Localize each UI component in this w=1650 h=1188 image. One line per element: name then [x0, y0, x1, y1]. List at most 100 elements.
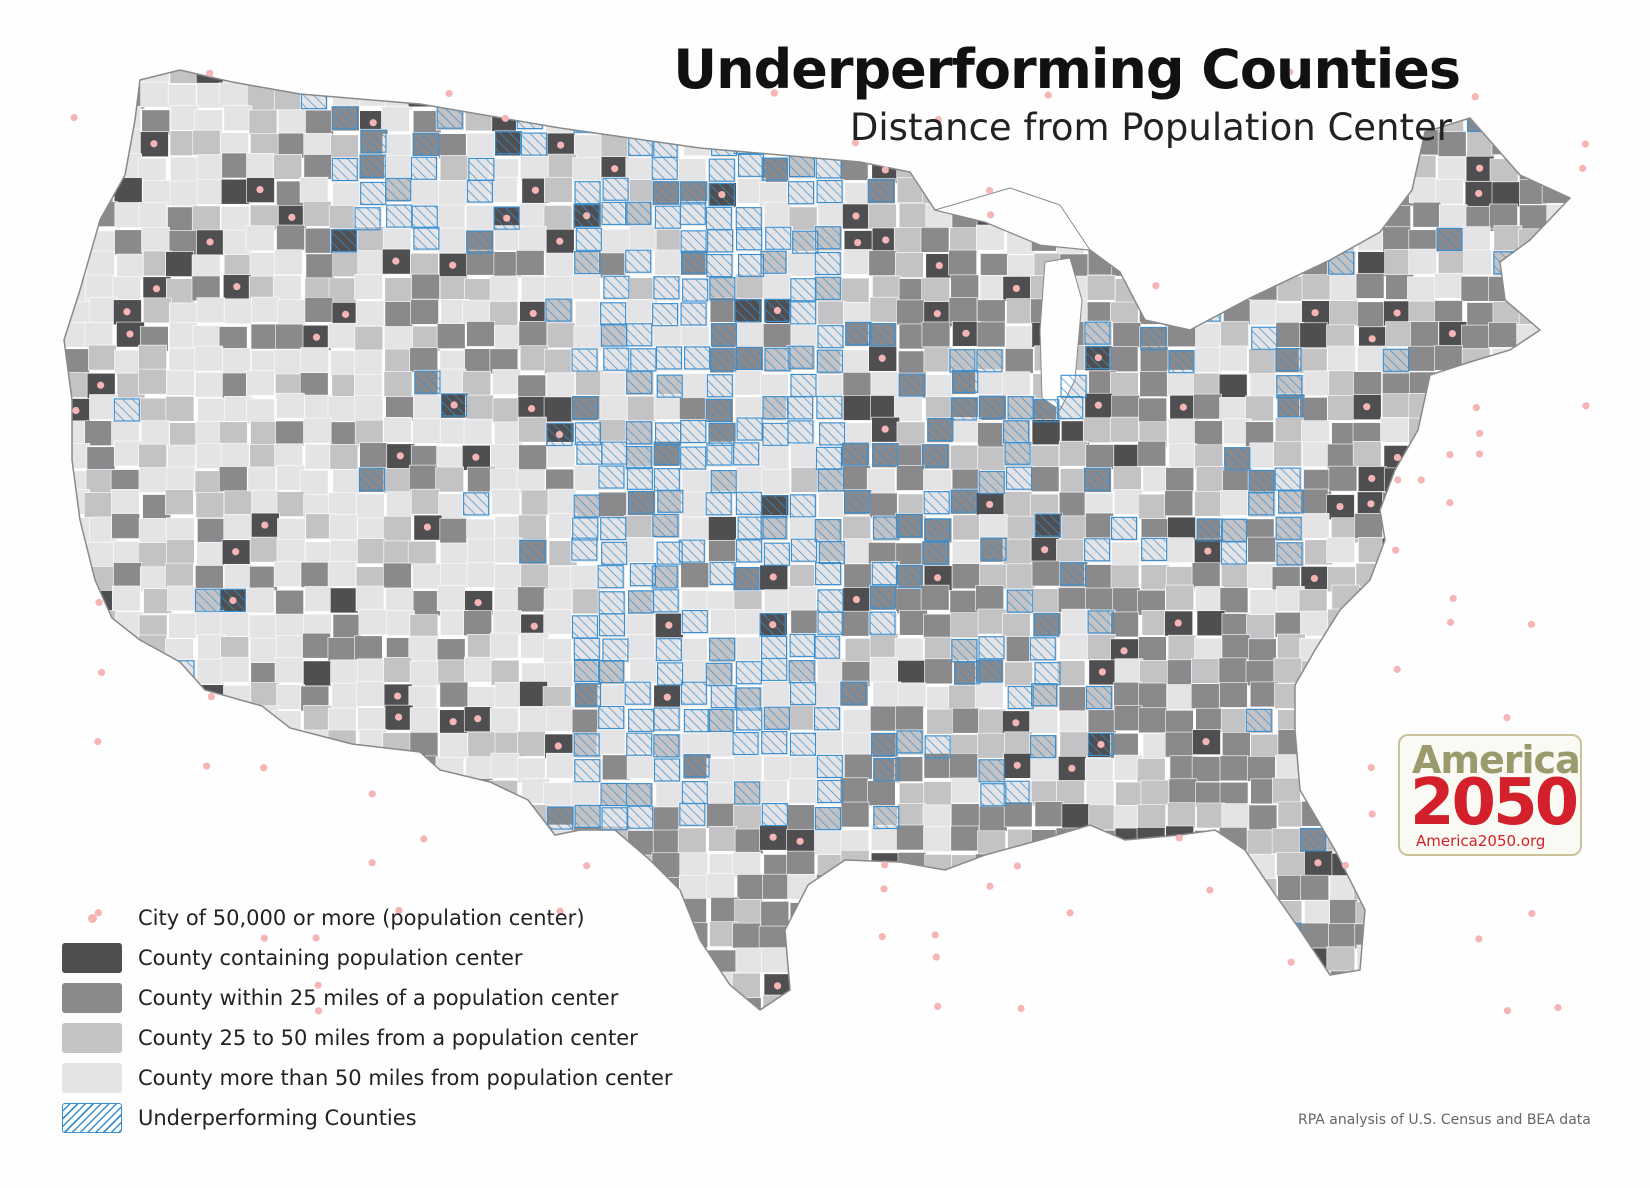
- county-cell: [1301, 660, 1330, 687]
- underperforming-county: [788, 660, 815, 684]
- county-cell: [303, 705, 332, 731]
- underperforming-county: [1299, 828, 1327, 852]
- county-cell: [305, 109, 334, 136]
- county-cell: [732, 105, 762, 131]
- county-cell: [870, 899, 900, 925]
- county-cell: [167, 830, 197, 857]
- underperforming-county: [1519, 70, 1546, 84]
- underperforming-county: [762, 129, 789, 153]
- county-cell: [573, 465, 603, 491]
- population-center-dot: [881, 425, 889, 433]
- underperforming-county: [331, 229, 358, 253]
- county-cell: [1488, 465, 1517, 492]
- county-cell: [1330, 733, 1360, 760]
- underperforming-county: [840, 681, 867, 705]
- county-cell: [1408, 248, 1437, 275]
- county-cell: [1304, 778, 1334, 804]
- county-cell: [193, 854, 223, 880]
- county-cell: [626, 298, 655, 325]
- underperforming-county: [655, 422, 682, 446]
- county-cell: [1006, 298, 1035, 324]
- county-cell: [169, 180, 199, 207]
- county-cell: [732, 972, 761, 999]
- county-cell: [1057, 155, 1087, 181]
- population-center-dot: [1475, 450, 1484, 458]
- population-center-dot: [554, 742, 562, 750]
- population-center-dot: [769, 621, 777, 629]
- county-cell: [518, 444, 547, 471]
- population-center-dot: [878, 932, 886, 941]
- county-cell: [355, 300, 385, 327]
- county-cell: [1545, 875, 1570, 902]
- county-cell: [1219, 397, 1248, 423]
- county-cell: [869, 705, 899, 732]
- county-cell: [1463, 637, 1493, 664]
- county-cell: [64, 610, 89, 637]
- county-cell: [1407, 155, 1437, 181]
- county-cell: [330, 659, 359, 686]
- county-cell: [1114, 658, 1144, 685]
- county-cell: [1436, 637, 1465, 664]
- county-cell: [1569, 205, 1570, 232]
- county-cell: [275, 420, 304, 447]
- county-cell: [842, 899, 872, 925]
- underperforming-county: [814, 807, 842, 831]
- county-cell: [1006, 515, 1036, 542]
- county-cell: [328, 277, 358, 304]
- county-cell: [1248, 277, 1278, 304]
- county-cell: [895, 705, 924, 732]
- county-cell: [1491, 181, 1521, 208]
- county-cell: [465, 394, 494, 421]
- county-cell: [1330, 684, 1360, 710]
- population-center-dot: [312, 333, 321, 341]
- county-cell: [196, 828, 226, 854]
- population-center-dot: [1394, 476, 1402, 484]
- county-cell: [628, 225, 658, 252]
- county-cell: [952, 993, 982, 1010]
- county-cell: [1330, 757, 1359, 783]
- county-cell: [926, 973, 956, 1000]
- county-cell: [1082, 417, 1112, 444]
- county-cell: [357, 707, 386, 734]
- county-cell: [64, 804, 91, 831]
- county-cell: [89, 610, 118, 636]
- underperforming-county: [734, 687, 761, 711]
- county-cell: [761, 468, 791, 495]
- population-center-dot: [796, 837, 804, 845]
- population-center-dot: [986, 500, 994, 509]
- county-cell: [220, 442, 250, 469]
- county-cell: [329, 444, 359, 470]
- underperforming-county: [520, 132, 547, 156]
- county-cell: [1574, 662, 1602, 687]
- county-cell: [1111, 995, 1140, 1010]
- county-cell: [412, 563, 441, 590]
- county-cell: [1410, 321, 1439, 347]
- county-cell: [1299, 488, 1329, 515]
- population-center-dot: [503, 214, 511, 222]
- population-center-dot: [314, 981, 322, 989]
- county-cell: [1408, 589, 1438, 615]
- county-cell: [1275, 417, 1304, 443]
- county-cell: [842, 709, 872, 735]
- county-cell: [627, 395, 656, 422]
- america-2050-logo: America 2050 America2050.org: [1398, 734, 1582, 856]
- county-cell: [869, 949, 898, 975]
- county-cell: [1055, 947, 1085, 974]
- county-cell: [354, 274, 383, 300]
- county-cell: [575, 300, 604, 327]
- county-cell: [548, 153, 577, 180]
- county-cell: [1573, 541, 1601, 566]
- county-cell: [112, 635, 142, 662]
- county-cell: [787, 873, 816, 900]
- county-cell: [1110, 611, 1139, 638]
- underperforming-county: [790, 106, 817, 130]
- county-cell: [706, 803, 735, 829]
- underperforming-county: [1007, 685, 1034, 710]
- underperforming-county: [651, 134, 678, 158]
- county-cell: [950, 878, 980, 905]
- county-cell: [1139, 371, 1169, 397]
- county-cell: [518, 416, 547, 443]
- county-cell: [1165, 584, 1195, 611]
- county-cell: [438, 803, 468, 830]
- underperforming-county: [627, 805, 654, 829]
